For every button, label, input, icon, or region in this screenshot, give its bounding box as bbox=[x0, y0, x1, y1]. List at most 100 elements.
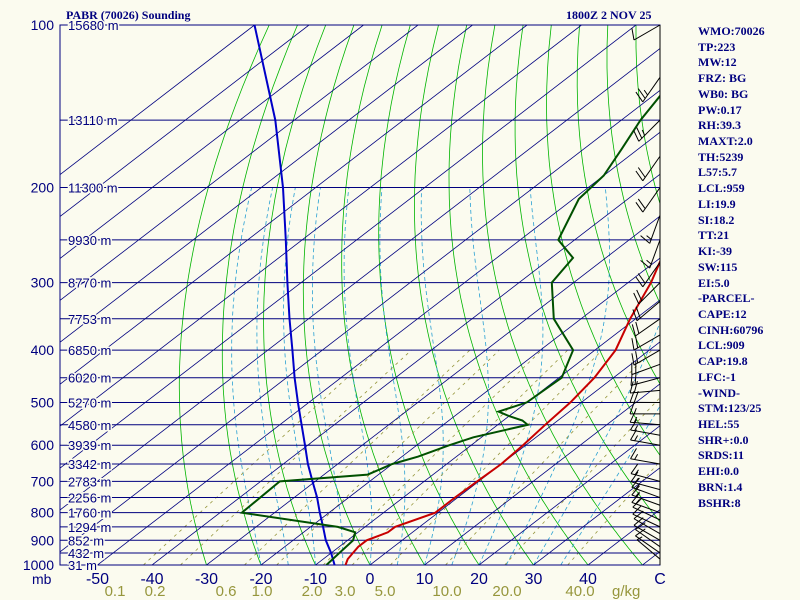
isotherm-line bbox=[423, 383, 660, 565]
wind-barb bbox=[640, 239, 661, 269]
stat-item: SI:18.2 bbox=[698, 212, 735, 227]
mixing-ratio-tick-label: 3.0 bbox=[335, 583, 356, 600]
isotherm-line bbox=[314, 299, 660, 565]
pressure-unit-label: mb bbox=[32, 571, 52, 587]
isotherm-line bbox=[478, 425, 660, 565]
mixing-ratio-tick-label: 10.0 bbox=[432, 583, 461, 600]
isotherm-line bbox=[96, 131, 660, 565]
isotherm-line bbox=[532, 467, 660, 565]
wind-barb bbox=[631, 24, 661, 41]
height-label: 3342 m bbox=[68, 457, 111, 472]
isotherm-line bbox=[60, 25, 528, 385]
temperature-trace bbox=[344, 259, 660, 565]
isotherm-line bbox=[60, 25, 364, 259]
wind-barb bbox=[629, 380, 661, 394]
temperature-tick-label: -20 bbox=[249, 571, 272, 588]
temperature-tick-label: -10 bbox=[304, 571, 327, 588]
isotherm-line bbox=[60, 25, 310, 218]
parcel-trace bbox=[253, 25, 336, 565]
wind-barb bbox=[635, 155, 661, 182]
stat-item: TP:223 bbox=[698, 39, 736, 54]
wind-barb bbox=[631, 349, 661, 366]
height-label: 8770 m bbox=[68, 276, 111, 291]
stat-item: CAPE:12 bbox=[698, 306, 747, 321]
stat-item: BRN:1.4 bbox=[698, 479, 743, 494]
isotherm-line bbox=[260, 257, 660, 565]
height-label: 7753 m bbox=[68, 312, 111, 327]
stat-item: CAP:19.8 bbox=[698, 354, 748, 369]
temperature-tick-label: 10 bbox=[416, 571, 434, 588]
height-label: 852 m bbox=[68, 533, 104, 548]
dewpoint-trace bbox=[239, 94, 660, 565]
wind-barbs bbox=[629, 24, 661, 565]
stat-item: -PARCEL- bbox=[698, 291, 755, 306]
wind-barb bbox=[630, 448, 661, 465]
stat-item: -WIND- bbox=[698, 385, 740, 400]
wind-barb bbox=[636, 536, 661, 560]
temperature-tick-label: 20 bbox=[470, 571, 488, 588]
wind-barb bbox=[635, 187, 661, 213]
height-label: 15680 m bbox=[68, 18, 119, 33]
stat-item: EI:5.0 bbox=[698, 275, 730, 290]
wind-barb bbox=[632, 301, 661, 322]
isotherm-line bbox=[60, 25, 473, 343]
pressure-tick-label: 300 bbox=[31, 275, 55, 291]
moist-adiabat-line bbox=[451, 187, 489, 565]
mixing-ratio-tick-label: 0.2 bbox=[145, 583, 166, 600]
height-label: 6850 m bbox=[68, 343, 111, 358]
moist-adiabat-line bbox=[533, 321, 660, 565]
wind-barb bbox=[635, 77, 661, 103]
height-label: 3939 m bbox=[68, 438, 111, 453]
wind-barb bbox=[635, 261, 661, 288]
height-label: 2256 m bbox=[68, 491, 111, 506]
stat-item: STM:123/25 bbox=[698, 401, 762, 416]
pressure-tick-label: 700 bbox=[31, 473, 55, 489]
stat-item: PW:0.17 bbox=[698, 102, 742, 117]
temperature-tick-label: 30 bbox=[525, 571, 543, 588]
isotherm-line bbox=[60, 25, 255, 176]
height-label: 5270 m bbox=[68, 395, 111, 410]
grid-lines bbox=[60, 25, 660, 565]
mixing-ratio-tick-label: 2.0 bbox=[302, 583, 323, 600]
temperature-tick-label: -30 bbox=[195, 571, 218, 588]
wind-barb bbox=[630, 372, 661, 386]
wind-barb bbox=[633, 119, 661, 142]
isotherm-line bbox=[205, 215, 660, 565]
stat-item: SW:115 bbox=[698, 259, 738, 274]
height-label: 1760 m bbox=[68, 506, 111, 521]
isotherm-line bbox=[60, 89, 660, 553]
pressure-tick-label: 900 bbox=[31, 532, 55, 548]
mixing-ratio-tick-label: 0.1 bbox=[105, 583, 126, 600]
height-label: 9930 m bbox=[68, 233, 111, 248]
stat-item: L57:5.7 bbox=[698, 165, 737, 180]
mixing-ratio-unit-label: g/kg bbox=[612, 583, 640, 600]
stat-item: FRZ: BG bbox=[698, 71, 747, 86]
height-label: 31 m bbox=[68, 558, 97, 573]
stat-item: SRDS:11 bbox=[698, 448, 745, 463]
stat-item: KI:-39 bbox=[698, 244, 732, 259]
pressure-tick-label: 400 bbox=[31, 342, 55, 358]
height-label: 11300 m bbox=[68, 181, 118, 196]
stat-item: LCL:959 bbox=[698, 181, 745, 196]
stat-item: WB0: BG bbox=[698, 86, 749, 101]
stat-item: HEL:55 bbox=[698, 416, 740, 431]
stats-panel: WMO:70026 TP:223 MW:12 FRZ: BG WB0: BG PW:0.1… bbox=[698, 24, 798, 511]
height-label: 2783 m bbox=[68, 474, 111, 489]
temperature-tick-label: -40 bbox=[140, 571, 163, 588]
stat-item: CINH:60796 bbox=[698, 322, 764, 337]
wind-barb bbox=[631, 334, 661, 351]
stat-item: TH:5239 bbox=[698, 149, 744, 164]
pressure-tick-label: 800 bbox=[31, 505, 55, 521]
stat-item: EHI:0.0 bbox=[698, 464, 740, 479]
wind-barb bbox=[631, 318, 661, 337]
mixing-ratio-tick-label: 5.0 bbox=[375, 583, 396, 600]
wind-barb bbox=[630, 429, 661, 446]
wind-barb bbox=[640, 215, 661, 244]
mixing-ratio-tick-label: 20.0 bbox=[492, 583, 521, 600]
temperature-tick-label: 0 bbox=[366, 571, 375, 588]
height-label: 13110 m bbox=[68, 113, 118, 128]
stat-item: BSHR:8 bbox=[698, 495, 741, 510]
stat-item: RH:39.3 bbox=[698, 118, 741, 133]
stat-item: TT:21 bbox=[698, 228, 730, 243]
